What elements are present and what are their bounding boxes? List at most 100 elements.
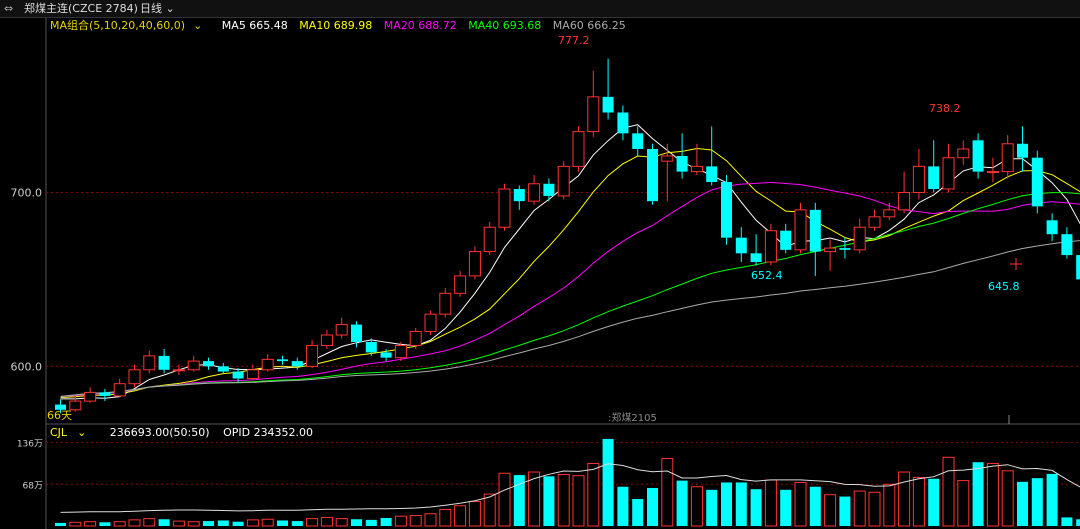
- candle-body: [187, 360, 200, 371]
- instrument-title: 郑煤主连(CZCE 2784): [24, 2, 138, 15]
- period-selector[interactable]: 日线 ⌄: [140, 0, 175, 17]
- volume-value: 236693.00(50:50): [109, 426, 210, 439]
- volume-bar: [824, 494, 837, 527]
- candle-body: [128, 369, 141, 385]
- period-label: 日线: [140, 2, 162, 15]
- candle-body: [261, 358, 274, 371]
- ma-legend: MA组合(5,10,20,40,60,0) ⌄ MA5 665.48 MA10 6…: [50, 18, 634, 33]
- volume-bar: [55, 522, 66, 526]
- candle-body: [291, 361, 303, 367]
- volume-bar: [676, 480, 688, 526]
- candle-body: [617, 112, 629, 134]
- candle-body: [986, 171, 999, 174]
- days-label: 66天: [47, 409, 72, 422]
- candle-body: [602, 96, 614, 113]
- ma40-line: [60, 192, 1080, 398]
- candle-body: [306, 344, 319, 367]
- volume-bar: [261, 518, 274, 527]
- candle-body: [942, 157, 955, 190]
- volume-bar: [957, 480, 970, 527]
- volume-bar: [1046, 473, 1058, 526]
- volume-tick-label: 136万: [17, 440, 43, 450]
- candle-body: [365, 341, 377, 353]
- last-low-label: 645.8: [988, 280, 1020, 293]
- volume-bar: [351, 519, 362, 526]
- volume-bar: [868, 491, 881, 527]
- candle-body: [424, 313, 437, 333]
- volume-indicator-selector[interactable]: CJL ⌄: [50, 426, 96, 439]
- chevron-down-icon: ⌄: [162, 2, 175, 15]
- ma-group-selector[interactable]: MA组合(5,10,20,40,60,0) ⌄: [50, 19, 210, 32]
- volume-bar: [735, 482, 747, 526]
- candle-body: [839, 248, 851, 250]
- volume-tick-label: 68万: [23, 481, 43, 491]
- candle-body: [824, 247, 837, 253]
- high-label: 777.2: [558, 34, 590, 47]
- candle-body: [735, 237, 747, 254]
- candle-body: [780, 230, 792, 250]
- chart-frame: [45, 18, 1080, 529]
- volume-bar: [439, 508, 452, 527]
- contract-label: :郑煤2105: [608, 411, 657, 424]
- high2-label: 738.2: [929, 102, 961, 115]
- candle-body: [246, 369, 259, 379]
- candle-body: [898, 191, 911, 211]
- candle-body: [972, 140, 984, 172]
- volume-bar: [632, 499, 644, 526]
- candle-body: [394, 344, 407, 359]
- candle-body: [676, 155, 688, 172]
- window-menu-icon[interactable]: ⇔: [4, 2, 14, 15]
- volume-bar: [587, 462, 600, 527]
- volume-bar: [883, 483, 896, 527]
- volume-bar: [986, 462, 999, 527]
- candle-body: [320, 334, 333, 346]
- volume-bar: [113, 521, 126, 527]
- candle-body: [587, 96, 600, 133]
- candle-body: [1061, 234, 1073, 256]
- volume-bar: [217, 520, 229, 526]
- ma10-legend: MA10 689.98: [299, 19, 373, 32]
- ma60-line: [60, 240, 1080, 397]
- candle-body: [454, 275, 467, 294]
- candle-body: [957, 148, 970, 159]
- candle-body: [543, 183, 555, 196]
- volume-bar: [468, 500, 481, 527]
- volume-bar: [232, 521, 244, 526]
- candle-body: [468, 251, 481, 277]
- volume-bar: [99, 522, 111, 526]
- ma-group-label: MA组合(5,10,20,40,60,0): [50, 19, 186, 32]
- annotations: 777.2 738.2 652.4 645.8 66天 :郑煤2105: [47, 34, 1022, 424]
- volume-bar: [898, 471, 911, 527]
- price-tick-label: 600.0: [11, 360, 43, 373]
- volume-bar: [1017, 481, 1028, 526]
- volume-bar: [335, 518, 348, 527]
- volume-bar: [394, 515, 407, 527]
- volume-bar: [928, 478, 940, 526]
- candle-body: [335, 324, 348, 336]
- volume-bar: [483, 493, 496, 527]
- volume-bar: [721, 482, 732, 526]
- candle-body: [528, 183, 541, 202]
- candle-body: [69, 400, 82, 411]
- volume-bar: [513, 475, 525, 526]
- candle-body: [868, 216, 881, 228]
- candle-body: [232, 371, 244, 379]
- volume-bar: [409, 515, 422, 527]
- ma40-legend: MA40 693.68: [468, 19, 542, 32]
- volume-bar: [690, 486, 703, 527]
- candle-body: [928, 166, 940, 189]
- ma5-legend: MA5 665.48: [221, 19, 288, 32]
- candle-body: [172, 369, 185, 372]
- price-tick-label: 700.0: [11, 186, 43, 199]
- volume-bar: [543, 476, 555, 526]
- volume-bars: [55, 438, 1080, 527]
- volume-bar: [661, 458, 674, 527]
- candle-body: [721, 182, 732, 238]
- candle-body: [439, 292, 452, 315]
- candle-body: [277, 359, 288, 362]
- volume-bar: [764, 479, 777, 527]
- price-tick-labels: 700.0 600.0: [11, 186, 43, 373]
- volume-tick-labels: 136万 68万: [17, 440, 43, 492]
- candle-body: [809, 209, 821, 252]
